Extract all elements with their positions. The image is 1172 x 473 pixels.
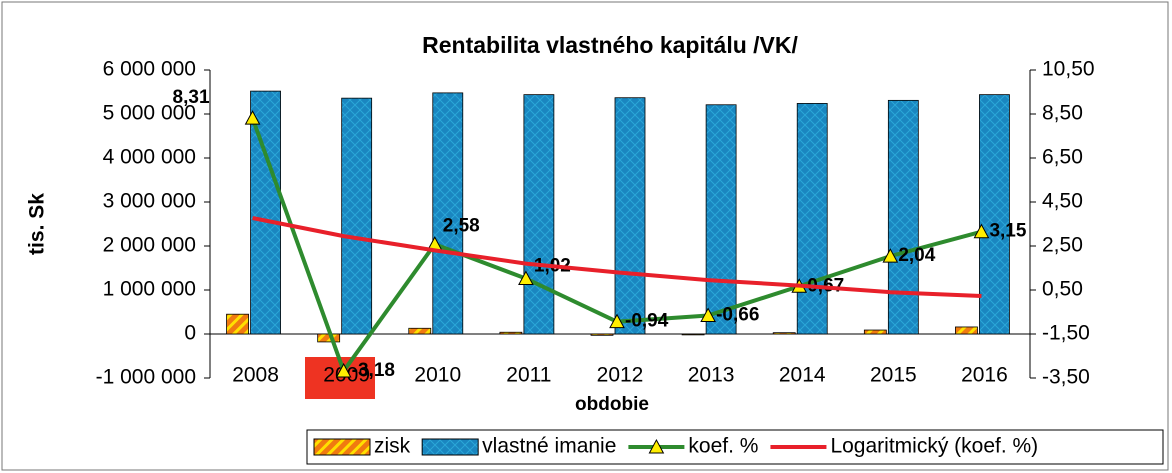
bar [796,103,828,335]
bar [341,97,373,335]
y2-tick-label: -1,50 [1042,322,1090,345]
marker [335,362,352,378]
data-label: -0,66 [716,305,759,326]
x-tick-label: 2012 [597,364,644,387]
marker [609,313,625,329]
x-tick-label: 2010 [414,364,461,387]
bar [614,97,646,335]
y2-tick-label: -3,50 [1042,366,1090,389]
legend-label: Logaritmický (koef. %) [830,435,1038,458]
bar [432,92,464,335]
bar [590,333,614,336]
x-tick-label: 2016 [961,364,1008,387]
bar [979,94,1010,335]
data-label: -3,18 [352,360,395,381]
bar [955,326,978,335]
legend-label: vlastné imanie [482,435,616,458]
y-tick-label: 4 000 000 [103,146,196,169]
bar [705,104,737,335]
x-tick-label: 2013 [688,364,735,387]
y-tick-label: 6 000 000 [103,58,196,81]
bar [681,333,705,336]
y-tick-label: 5 000 000 [103,102,196,125]
bar [408,327,432,335]
y-tick-label: 2 000 000 [103,234,196,257]
legend-label: zisk [374,435,411,458]
data-label: 2,58 [443,215,480,236]
x-tick-label: 2014 [779,364,826,387]
y2-tick-label: 6,50 [1042,146,1083,169]
bar [887,99,919,335]
bar [863,329,887,335]
x-axis-label: obdobie [575,394,649,415]
y2-tick-label: 0,50 [1042,278,1083,301]
y-tick-label: 0 [184,322,196,345]
bar [772,332,796,335]
legend-label: koef. % [688,435,758,458]
marker [700,307,716,323]
data-label: 2,04 [898,245,935,266]
chart-title: Rentabilita vlastného kapitálu /VK/ [422,32,798,58]
x-tick-label: 2015 [870,364,917,387]
marker [244,110,261,125]
bar [523,94,555,335]
bar [499,331,523,335]
y-tick-label: 1 000 000 [103,278,196,301]
marker [973,223,990,239]
x-tick-label: 2008 [232,364,279,387]
y-axis-label: tis. Sk [26,193,49,255]
y-tick-label: -1 000 000 [96,366,196,389]
y2-tick-label: 10,50 [1042,58,1095,81]
y2-tick-label: 4,50 [1042,190,1083,213]
data-label: 3,15 [989,221,1026,242]
x-tick-label: 2011 [506,364,551,387]
legend-swatch [421,438,479,456]
y-tick-label: 3 000 000 [103,190,196,213]
y2-tick-label: 2,50 [1042,234,1083,257]
bar [226,313,249,335]
legend-swatch [313,438,371,456]
marker [882,248,899,263]
legend-marker [648,438,665,454]
data-label: 8,31 [173,87,210,108]
marker [518,270,534,286]
line [252,216,982,298]
y2-tick-label: 8,50 [1042,102,1083,125]
data-label: -0,94 [625,311,669,332]
